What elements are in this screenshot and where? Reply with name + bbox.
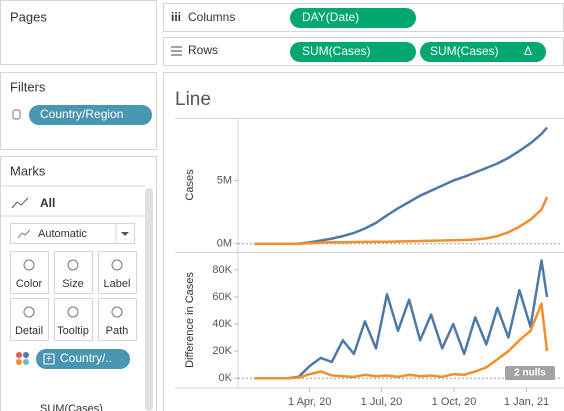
series-line bbox=[254, 259, 549, 380]
series-line bbox=[254, 196, 549, 245]
null-indicator[interactable] bbox=[505, 366, 555, 380]
pages-title: Pages bbox=[10, 9, 47, 24]
rows-icon bbox=[171, 46, 182, 56]
columns-icon: iii bbox=[171, 10, 181, 24]
mark-button-label[interactable]: Tooltip bbox=[57, 325, 89, 337]
filter-pill[interactable] bbox=[29, 105, 152, 125]
mark-button-icon bbox=[111, 306, 123, 318]
y-tick-label: 0K bbox=[219, 372, 233, 384]
mark-button[interactable] bbox=[98, 251, 137, 294]
mark-button-label[interactable]: Detail bbox=[15, 325, 43, 337]
pages-card bbox=[0, 0, 157, 65]
y-axis-title: Cases bbox=[184, 169, 196, 201]
marks-card-all[interactable]: All bbox=[40, 196, 55, 210]
mark-button-label[interactable]: Label bbox=[104, 278, 131, 290]
mark-button-icon bbox=[23, 259, 35, 271]
y-tick-label: 20K bbox=[212, 345, 232, 357]
mark-button-icon bbox=[23, 306, 35, 318]
columns-pill[interactable] bbox=[290, 8, 416, 28]
color-dot bbox=[23, 359, 29, 365]
mark-button-label[interactable]: Color bbox=[16, 278, 43, 290]
path-pill-text[interactable]: SUM(Cases) bbox=[40, 403, 103, 411]
rows-pill-text[interactable]: SUM(Cases) bbox=[302, 44, 371, 58]
y-axis-title: Difference in Cases bbox=[184, 272, 196, 368]
mark-button-icon bbox=[67, 306, 79, 318]
plus-icon bbox=[43, 353, 55, 365]
color-dot bbox=[16, 352, 22, 358]
mark-button[interactable] bbox=[54, 251, 93, 294]
mark-button-icon bbox=[111, 259, 123, 271]
marks-title: Marks bbox=[10, 163, 46, 178]
dropdown-arrow bbox=[121, 232, 129, 236]
x-tick-label: 1 Oct, 20 bbox=[432, 396, 477, 408]
mark-button[interactable] bbox=[10, 251, 49, 294]
color-dot bbox=[23, 352, 29, 358]
x-tick-label: 1 Jan, 21 bbox=[504, 396, 549, 408]
mark-button[interactable] bbox=[54, 298, 93, 341]
mark-button[interactable] bbox=[98, 298, 137, 341]
x-tick-label: 1 Apr, 20 bbox=[288, 396, 331, 408]
line-icon bbox=[17, 229, 31, 239]
y-tick-label: 80K bbox=[212, 264, 232, 276]
y-tick-label: 5M bbox=[217, 174, 232, 186]
rows-pill-text[interactable]: SUM(Cases) bbox=[430, 44, 499, 58]
mark-button[interactable] bbox=[10, 298, 49, 341]
rows-label: Rows bbox=[188, 43, 218, 57]
color-pill[interactable] bbox=[36, 349, 130, 369]
columns-pill-text[interactable]: DAY(Date) bbox=[302, 10, 359, 24]
mark-button-label[interactable]: Size bbox=[62, 278, 83, 290]
mark-type[interactable]: Automatic bbox=[38, 228, 87, 240]
mark-button-icon bbox=[67, 259, 79, 271]
y-tick-label: 60K bbox=[212, 291, 232, 303]
color-pill-text[interactable]: Country/.. bbox=[60, 351, 112, 365]
sheet-title: Line bbox=[175, 89, 211, 110]
delta-icon: Δ bbox=[524, 44, 532, 58]
scrollbar[interactable] bbox=[145, 188, 153, 411]
color-dot bbox=[16, 359, 22, 365]
x-tick-label: 1 Jul, 20 bbox=[361, 396, 403, 408]
filter-pill-text[interactable]: Country/Region bbox=[40, 107, 123, 121]
filters-title: Filters bbox=[10, 79, 46, 94]
rows-pill[interactable] bbox=[420, 42, 546, 62]
series-line bbox=[254, 302, 549, 380]
mark-button-label[interactable]: Path bbox=[106, 325, 129, 337]
null-indicator-text[interactable]: 2 nulls bbox=[514, 368, 546, 379]
rows-pill[interactable] bbox=[290, 42, 416, 62]
columns-label: Columns bbox=[188, 10, 235, 24]
y-tick-label: 0M bbox=[217, 238, 232, 250]
mark-type-dropdown[interactable] bbox=[10, 223, 135, 244]
plot: Cases 0M 5M Difference in Cases 0K 20K 40K 60K 8… bbox=[175, 118, 564, 408]
y-tick-label: 40K bbox=[212, 318, 232, 330]
plus-sign: + bbox=[46, 354, 52, 365]
db-icon bbox=[12, 109, 21, 120]
line-icon bbox=[11, 197, 29, 209]
